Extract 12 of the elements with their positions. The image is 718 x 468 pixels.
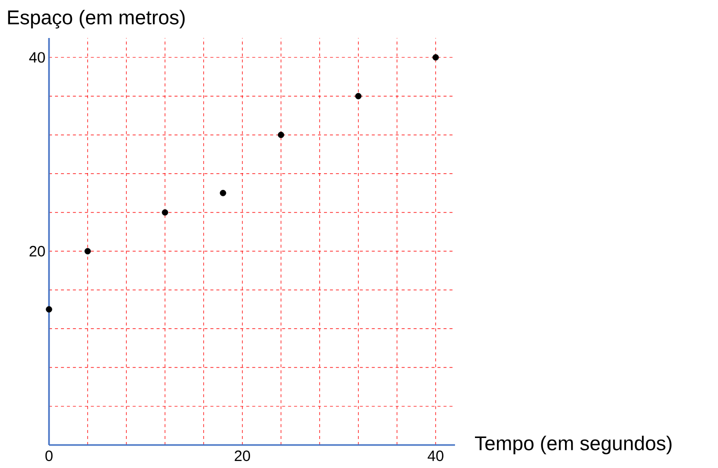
x-tick-label: 40 (428, 450, 444, 462)
point (220, 190, 226, 196)
y-axis-title: Espaço (em metros) (8, 10, 185, 28)
point (432, 54, 439, 61)
x-tick-label: 20 (234, 450, 250, 462)
point (162, 209, 168, 216)
point (355, 92, 362, 100)
point (278, 132, 284, 138)
point (84, 248, 91, 254)
x-tick-label: 0 (45, 450, 53, 462)
x-axis-title: Tempo (em segundos) (474, 436, 672, 454)
point (46, 306, 52, 313)
